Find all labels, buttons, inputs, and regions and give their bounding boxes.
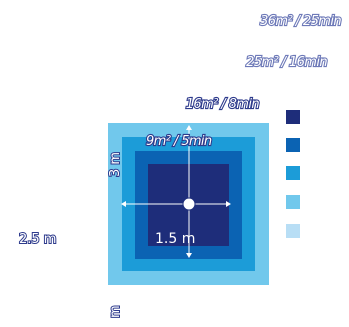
arrow-up-icon	[186, 125, 192, 130]
legend-swatch	[286, 195, 300, 209]
legend-swatch	[286, 110, 300, 124]
legend-swatch	[286, 166, 300, 180]
inner-width-label: 1.5 m	[155, 231, 195, 247]
legend	[286, 110, 300, 238]
crosshair	[122, 127, 230, 256]
arrow-left-icon	[121, 201, 126, 207]
bottom-left-label: m	[108, 305, 123, 318]
legend-swatch	[286, 138, 300, 152]
legend-swatch	[286, 224, 300, 238]
outer-width-label: 2.5 m	[19, 232, 56, 247]
arrow-down-icon	[186, 253, 192, 258]
arrow-right-icon	[226, 201, 231, 207]
zone-label-25: 25m² / 16min	[246, 55, 327, 70]
zone-label-16: 16m² / 8min	[186, 97, 260, 112]
zone-label-9: 9m² / 5min	[146, 134, 212, 149]
zone-label-36: 36m² / 25min	[260, 14, 341, 29]
inner-height-label: 3 m	[108, 152, 123, 177]
center-point-icon	[182, 197, 196, 211]
